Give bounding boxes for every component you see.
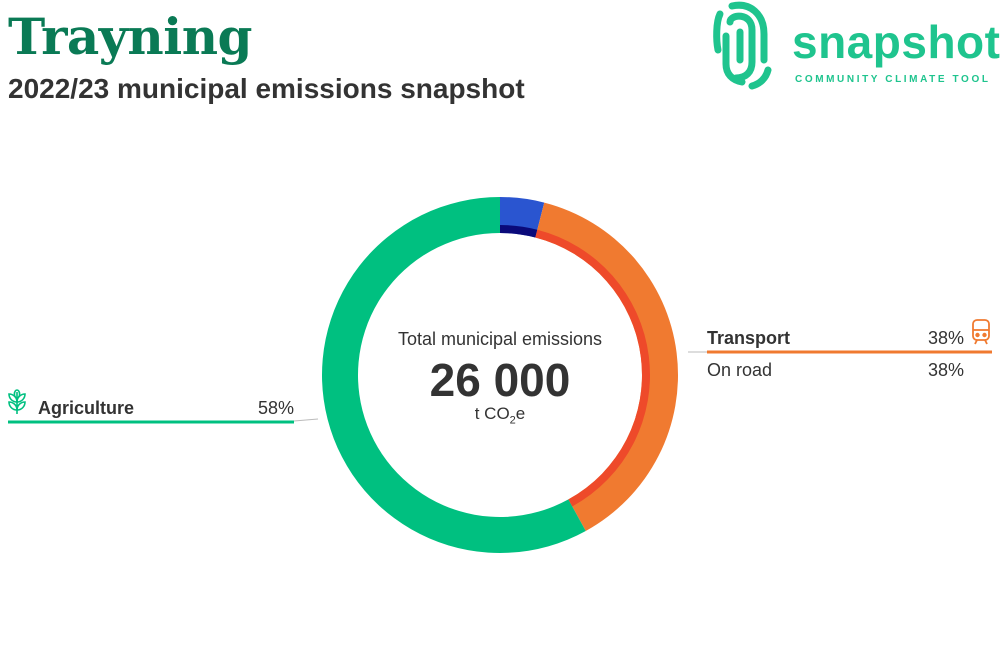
on-road-percent: 38%	[927, 360, 964, 380]
wheat-icon	[8, 389, 26, 414]
agriculture-label: Agriculture	[38, 398, 135, 418]
agriculture-percent: 58%	[257, 398, 294, 418]
center-label: Total municipal emissions	[397, 329, 603, 349]
agriculture-leader-line	[293, 418, 319, 422]
snapshot-logo: snapshot COMMUNITY CLIMATE TOOL	[712, 0, 1000, 92]
center-total-value: 26 000	[429, 354, 571, 406]
page-title: Trayning	[8, 7, 253, 66]
donut-subslice-transport	[535, 229, 650, 507]
fingerprint-icon	[713, 1, 772, 90]
transport-percent: 38%	[927, 328, 964, 348]
center-unit: t CO2e	[474, 404, 526, 427]
logo-tagline: COMMUNITY CLIMATE TOOL	[795, 74, 991, 85]
logo-wordmark: snapshot	[792, 16, 1000, 68]
page-subtitle: 2022/23 municipal emissions snapshot	[8, 73, 525, 104]
transport-label: Transport	[707, 328, 791, 348]
donut-subslice-stationary-energy	[500, 225, 538, 238]
donut-slice-transport	[535, 202, 679, 531]
on-road-label: On road	[707, 360, 773, 380]
donut-slice-agriculture	[322, 197, 586, 553]
train-icon	[972, 319, 990, 345]
